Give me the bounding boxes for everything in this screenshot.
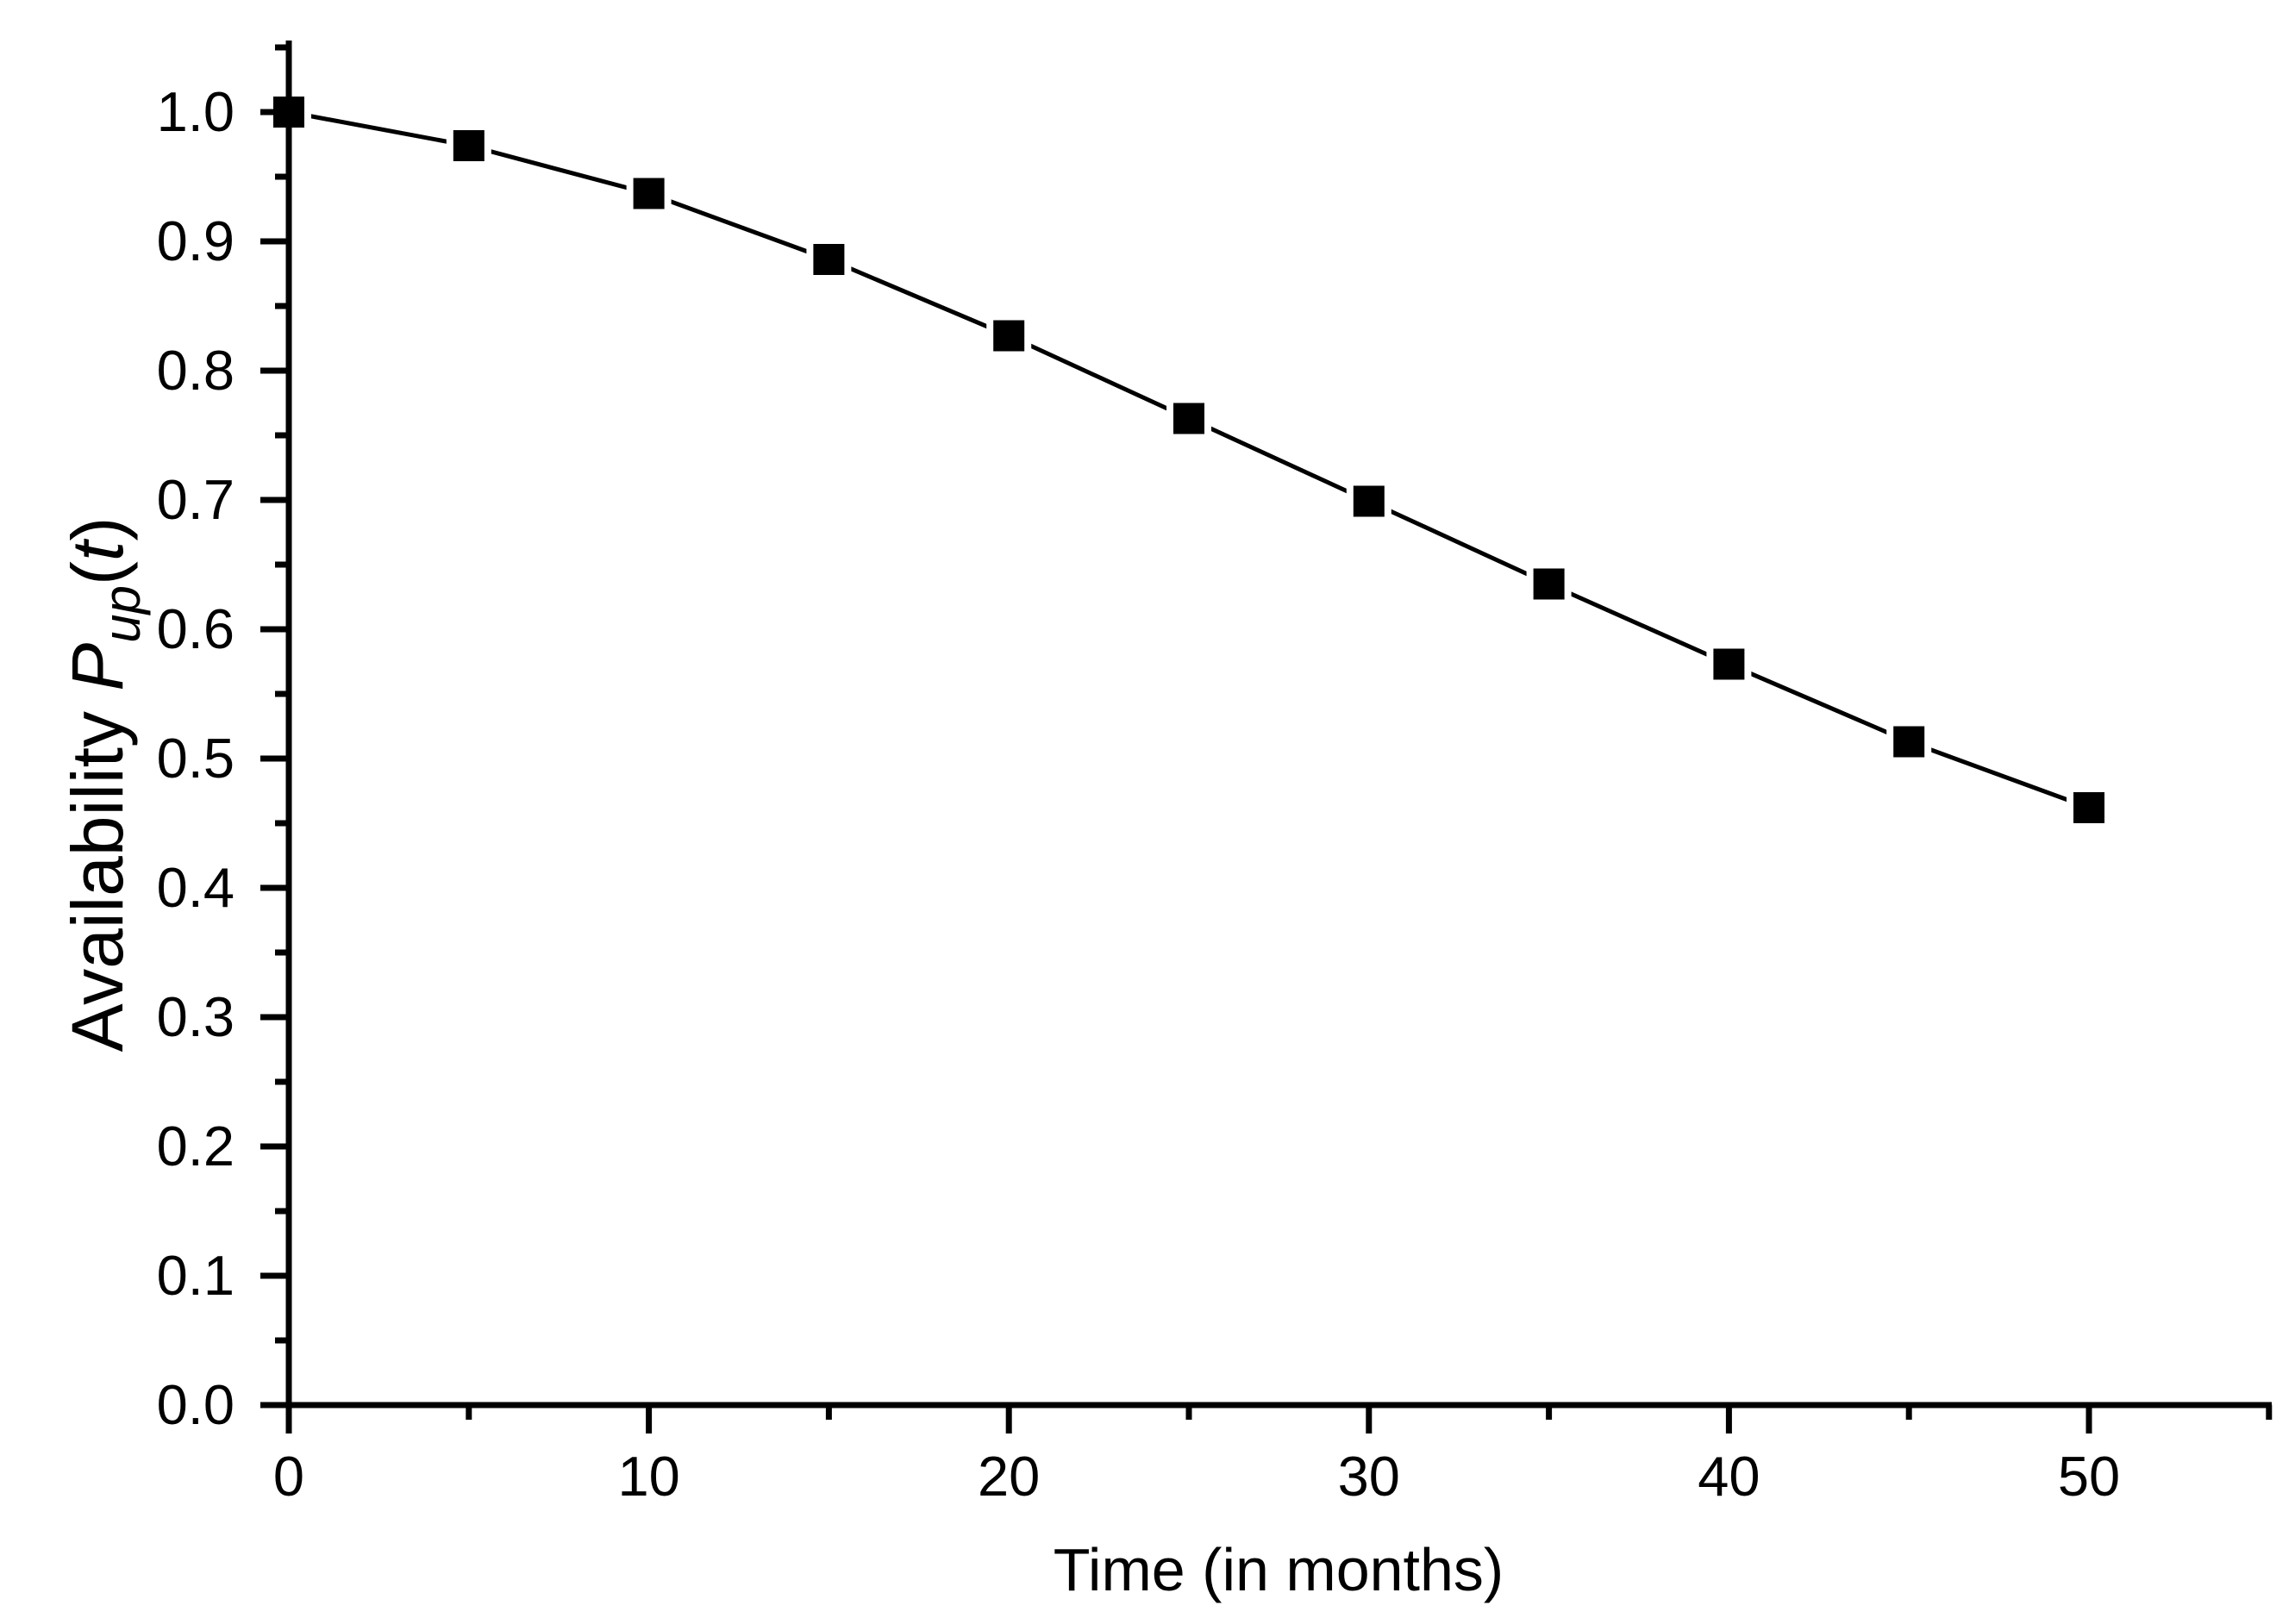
y-tick-label: 0.1: [157, 1244, 235, 1307]
x-tick-label: 0: [273, 1445, 304, 1508]
y-tick-label: 0.7: [157, 468, 235, 531]
y-tick-label: 0.2: [157, 1115, 235, 1177]
y-tick-label: 0.5: [157, 727, 235, 790]
x-tick-label: 30: [1338, 1445, 1400, 1508]
series-line-group: [288, 109, 2090, 810]
y-tick-label: 0.4: [157, 856, 235, 919]
x-tick-label: 50: [2058, 1445, 2120, 1508]
data-point-marker: [1713, 648, 1745, 680]
data-point-markers: [273, 97, 2104, 823]
data-point-marker: [993, 320, 1025, 352]
x-tick-label: 20: [978, 1445, 1040, 1508]
y-tick-label: 0.8: [157, 339, 235, 402]
y-tick-label: 0.9: [157, 209, 235, 272]
y-tick-label: 0.3: [157, 985, 235, 1048]
x-tick-label: 10: [617, 1445, 679, 1508]
data-point-marker: [2073, 792, 2104, 823]
y-tick-label: 1.0: [157, 80, 235, 143]
data-point-marker: [1533, 568, 1565, 600]
y-tick-label: 0.0: [157, 1373, 235, 1436]
data-point-marker: [633, 178, 665, 209]
data-point-marker: [813, 244, 845, 275]
y-axis-title: Availability Pup(t): [57, 517, 151, 1052]
data-point-marker: [1173, 403, 1204, 434]
data-point-marker: [1353, 485, 1385, 517]
data-point-marker: [1893, 726, 1925, 758]
y-tick-label: 0.6: [157, 597, 235, 660]
x-tick-label: 40: [1698, 1445, 1760, 1508]
series-line: [288, 109, 2090, 810]
axis-ticks: [260, 44, 2273, 1433]
marker-halo-group: [266, 90, 2111, 830]
data-point-marker: [453, 130, 485, 161]
x-axis-title: Time (in months): [1054, 1536, 1504, 1603]
tick-labels: 0.0 0.1 0.2 0.3 0.4 0.5 0.6 0.7 0.8 0.9 1.0 0 10 20 30…: [157, 80, 2121, 1508]
axes: [285, 41, 2272, 1409]
